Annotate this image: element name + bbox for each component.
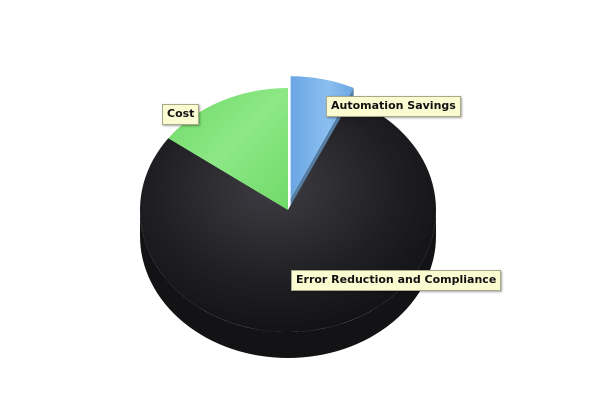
slice-label-error-reduction-and-compliance: Error Reduction and Compliance (291, 270, 502, 291)
slice-side-error-reduction-and-compliance (140, 210, 436, 358)
slice-label-automation-savings: Automation Savings (326, 96, 461, 117)
slice-label-cost: Cost (162, 104, 200, 125)
